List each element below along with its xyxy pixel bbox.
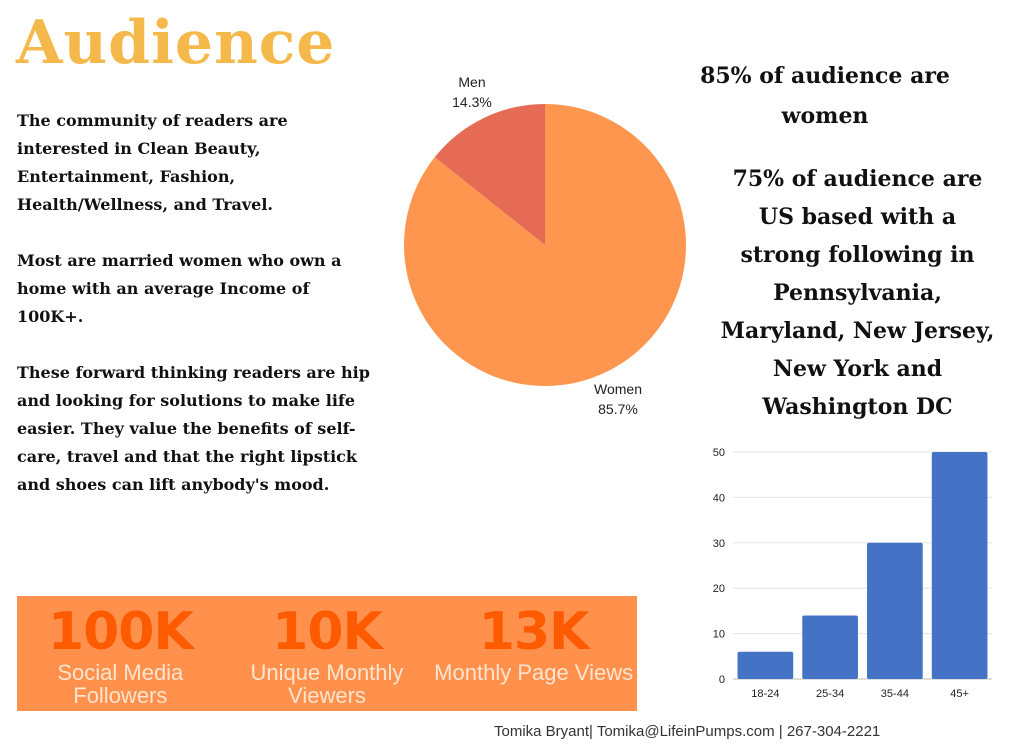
pie-slice-men xyxy=(434,104,545,245)
y-tick-label: 10 xyxy=(713,629,725,641)
stat-page-views: 13K Monthly Page Views xyxy=(434,596,634,684)
intro-paragraph-values: These forward thinking readers are hip a… xyxy=(17,363,370,494)
bar-18-24 xyxy=(737,651,794,679)
gender-pie-chart: Women 85.7% Men 14.3% xyxy=(404,74,686,417)
location-callout: 75% of audience are US based with a stro… xyxy=(720,166,995,420)
pie-value-label-men: 14.3% xyxy=(452,94,492,110)
stat-value: 10K xyxy=(272,602,383,662)
pie-label-men: Men xyxy=(458,74,485,90)
pie-label-women: Women xyxy=(594,381,642,397)
women-callout: 85% of audience are women xyxy=(700,63,950,129)
stats-bar: 100K Social Media Followers 10K Unique M… xyxy=(17,596,637,711)
y-tick-label: 50 xyxy=(713,447,725,459)
intro-text: The community of readers are interested … xyxy=(17,107,377,527)
stat-label: Social Media Followers xyxy=(57,660,184,708)
bar-35-44 xyxy=(867,542,923,679)
stat-value: 13K xyxy=(478,602,590,662)
intro-paragraph-demographics: Most are married women who own a home wi… xyxy=(17,251,342,326)
stat-unique-viewers: 10K Unique Monthly Viewers xyxy=(227,596,427,707)
contact-footer: Tomika Bryant| Tomika@LifeinPumps.com | … xyxy=(494,723,881,740)
x-tick-label: 45+ xyxy=(950,688,969,700)
stat-value: 100K xyxy=(47,602,194,662)
stat-social-followers: 100K Social Media Followers xyxy=(20,596,220,707)
x-tick-label: 35-44 xyxy=(881,688,909,700)
y-tick-label: 20 xyxy=(713,583,725,595)
page-title: Audience xyxy=(16,8,336,78)
y-tick-label: 0 xyxy=(719,674,725,686)
x-tick-label: 18-24 xyxy=(751,688,779,700)
stat-label: Unique Monthly Viewers xyxy=(250,660,404,708)
age-bar-chart: 0 10 20 30 40 50 18-24 25-34 35-44 45+ xyxy=(713,447,992,700)
bar-25-34 xyxy=(802,615,858,679)
x-tick-label: 25-34 xyxy=(816,688,844,700)
y-tick-label: 30 xyxy=(713,538,725,550)
y-tick-label: 40 xyxy=(713,492,725,504)
pie-value-label-women: 85.7% xyxy=(598,401,638,417)
bar-45+ xyxy=(931,452,988,679)
intro-paragraph-interests: The community of readers are interested … xyxy=(17,111,288,214)
stat-label: Monthly Page Views xyxy=(434,660,634,685)
